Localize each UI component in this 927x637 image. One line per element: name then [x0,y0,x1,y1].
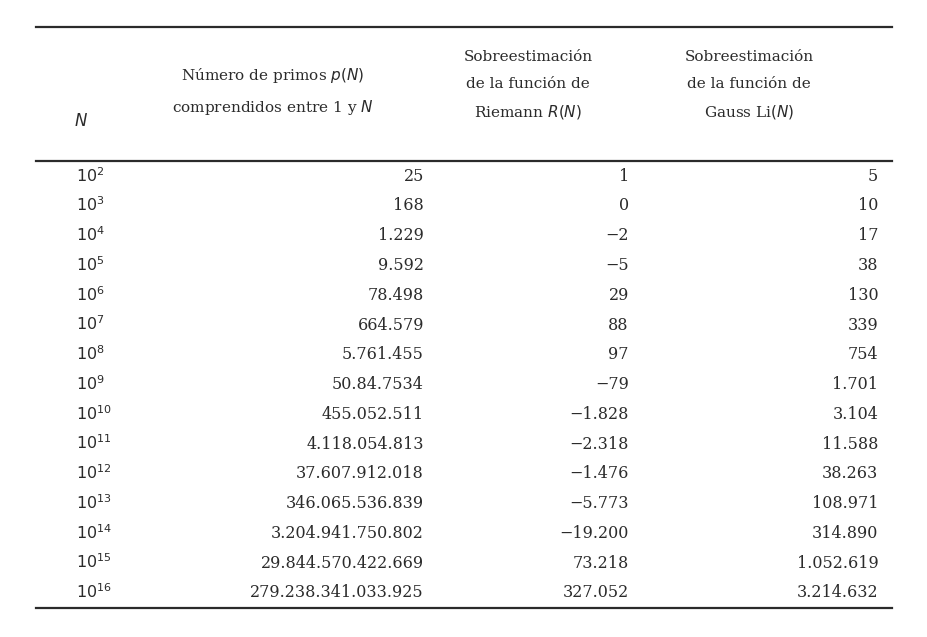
Text: Número de primos $p(N)$: Número de primos $p(N)$ [181,66,363,85]
Text: 10: 10 [857,197,877,215]
Text: 455.052.511: 455.052.511 [322,406,424,423]
Text: 339: 339 [846,317,877,334]
Text: de la función de: de la función de [465,77,590,91]
Text: $10^{11}$: $10^{11}$ [76,434,112,454]
Text: 1.052.619: 1.052.619 [795,555,877,571]
Text: Gauss Li$(N)$: Gauss Li$(N)$ [703,103,794,121]
Text: −5: −5 [604,257,629,274]
Text: $10^{10}$: $10^{10}$ [76,405,112,424]
Text: Sobreestimación: Sobreestimación [464,50,592,64]
Text: 78.498: 78.498 [367,287,424,304]
Text: 1.229: 1.229 [377,227,424,244]
Text: 38: 38 [857,257,877,274]
Text: $10^{8}$: $10^{8}$ [76,345,105,364]
Text: 754: 754 [846,347,877,363]
Text: −5.773: −5.773 [568,495,629,512]
Text: 1: 1 [618,168,629,185]
Text: 17: 17 [857,227,877,244]
Text: $10^{9}$: $10^{9}$ [76,375,106,394]
Text: 88: 88 [608,317,629,334]
Text: 3.104: 3.104 [832,406,877,423]
Text: Sobreestimación: Sobreestimación [684,50,813,64]
Text: −2.318: −2.318 [569,436,629,452]
Text: $10^{12}$: $10^{12}$ [76,464,112,483]
Text: 97: 97 [608,347,629,363]
Text: 130: 130 [846,287,877,304]
Text: 327.052: 327.052 [562,584,629,601]
Text: 37.607.912.018: 37.607.912.018 [296,465,424,482]
Text: $10^{4}$: $10^{4}$ [76,226,106,245]
Text: −2: −2 [604,227,629,244]
Text: $10^{2}$: $10^{2}$ [76,167,105,185]
Text: −1.476: −1.476 [569,465,629,482]
Text: 29.844.570.422.669: 29.844.570.422.669 [260,555,424,571]
Text: 314.890: 314.890 [811,525,877,542]
Text: 5.761.455: 5.761.455 [342,347,424,363]
Text: $10^{5}$: $10^{5}$ [76,256,105,275]
Text: $10^{7}$: $10^{7}$ [76,316,105,334]
Text: 0: 0 [618,197,629,215]
Text: 279.238.341.033.925: 279.238.341.033.925 [250,584,424,601]
Text: 73.218: 73.218 [572,555,629,571]
Text: 346.065.536.839: 346.065.536.839 [286,495,424,512]
Text: 9.592: 9.592 [377,257,424,274]
Text: 3.214.632: 3.214.632 [795,584,877,601]
Text: comprendidos entre 1 y $N$: comprendidos entre 1 y $N$ [171,98,373,117]
Text: 4.118.054.813: 4.118.054.813 [306,436,424,452]
Text: $\mathit{N}$: $\mathit{N}$ [74,113,88,130]
Text: 11.588: 11.588 [821,436,877,452]
Text: −19.200: −19.200 [559,525,629,542]
Text: 25: 25 [403,168,424,185]
Text: 5: 5 [867,168,877,185]
Text: $10^{14}$: $10^{14}$ [76,524,112,543]
Text: 168: 168 [393,197,424,215]
Text: 1.701: 1.701 [832,376,877,393]
Text: 3.204.941.750.802: 3.204.941.750.802 [271,525,424,542]
Text: 664.579: 664.579 [357,317,424,334]
Text: −1.828: −1.828 [569,406,629,423]
Text: $10^{13}$: $10^{13}$ [76,494,112,513]
Text: 108.971: 108.971 [811,495,877,512]
Text: $10^{3}$: $10^{3}$ [76,197,105,215]
Text: $10^{16}$: $10^{16}$ [76,583,112,602]
Text: $10^{15}$: $10^{15}$ [76,554,112,573]
Text: Riemann $R(N)$: Riemann $R(N)$ [474,103,581,121]
Text: 38.263: 38.263 [821,465,877,482]
Text: de la función de: de la función de [687,77,810,91]
Text: 50.84.7534: 50.84.7534 [332,376,424,393]
Text: $10^{6}$: $10^{6}$ [76,286,105,304]
Text: −79: −79 [594,376,629,393]
Text: 29: 29 [608,287,629,304]
